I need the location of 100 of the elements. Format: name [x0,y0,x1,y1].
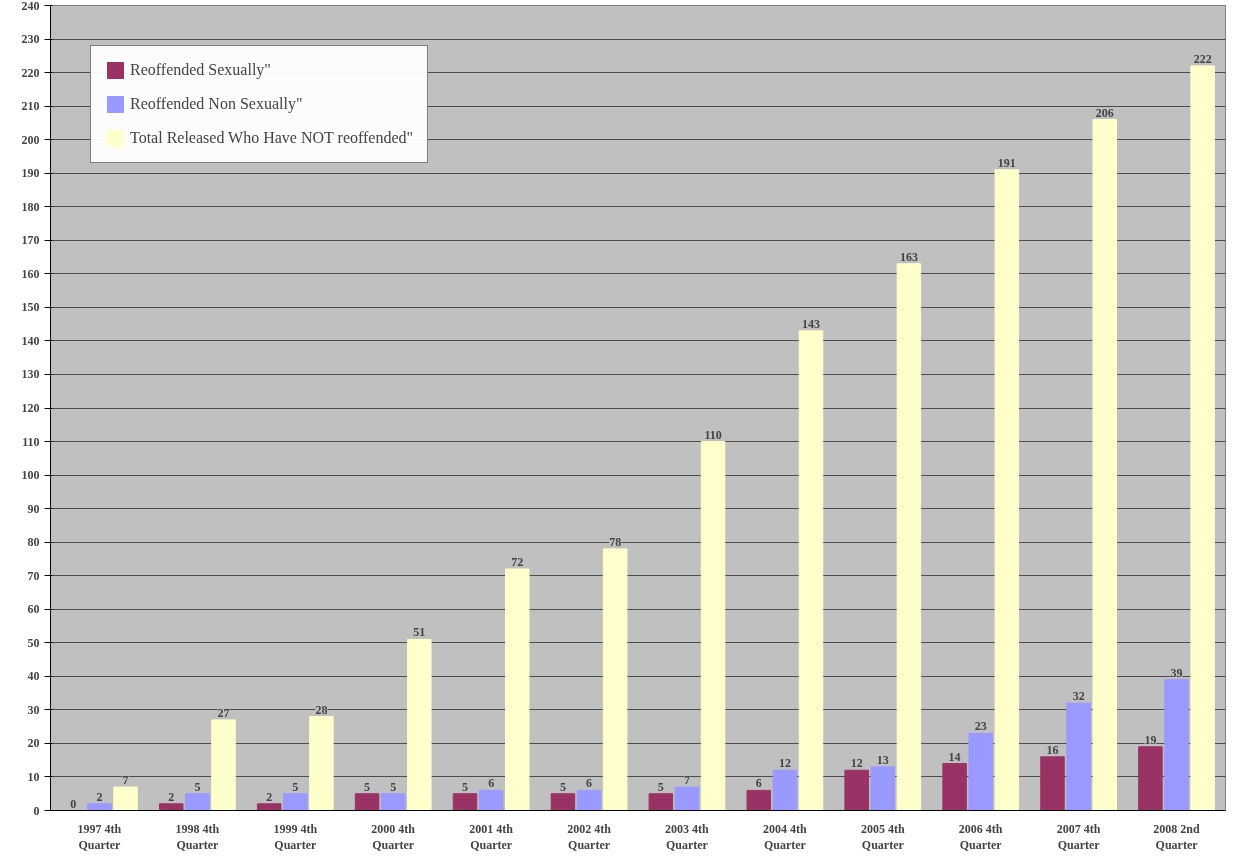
data-label: 0 [70,796,77,811]
y-tick-label: 230 [21,32,40,47]
bar [746,789,772,811]
data-label: 13 [876,752,889,767]
bar [159,803,184,811]
data-label: 191 [997,155,1016,170]
data-label: 12 [778,756,791,771]
legend-label: Total Released Who Have NOT reoffended" [130,129,414,147]
data-label: 72 [511,555,524,569]
y-tick-label: 10 [27,769,40,784]
y-tick-label: 60 [27,602,40,617]
bar [1164,679,1189,811]
bar [602,548,628,811]
data-label: 110 [704,427,722,442]
bar [674,786,700,811]
data-label: 5 [462,779,469,794]
x-tick-label: 2002 4th Quarter [567,821,612,853]
bar [478,789,504,811]
bar [648,793,674,811]
data-label: 23 [974,719,987,734]
y-tick-label: 240 [21,0,40,13]
bar [1138,746,1163,811]
x-tick-label: 1998 4th Quarter [175,821,220,853]
data-label: 51 [413,625,426,640]
x-tick-label: 1997 4th Quarter [77,821,122,853]
x-tick-label: 2006 4th Quarter [958,821,1003,853]
data-label: 163 [899,249,918,264]
x-tick-label: 2001 4th Quarter [469,821,514,853]
data-label: 5 [194,779,201,794]
y-tick-label: 160 [21,266,40,281]
y-tick-label: 180 [21,199,40,214]
data-label: 5 [657,779,664,794]
y-tick-label: 30 [27,702,40,717]
bar [550,793,576,811]
bar [185,793,210,811]
y-tick-label: 20 [27,736,40,751]
y-tick-label: 50 [27,635,40,650]
y-tick-label: 100 [21,468,40,483]
y-tick-label: 210 [21,99,40,114]
bar [968,732,993,811]
x-tick-label: 2003 4th Quarter [665,821,710,853]
x-tick-label: 2008 2nd Quarter [1153,821,1201,853]
data-label: 2 [96,789,103,804]
data-label: 5 [364,779,371,794]
bar [309,716,334,811]
x-tick-label: 2004 4th Quarter [763,821,808,853]
bar [576,789,602,811]
bar [380,793,406,811]
bar [700,441,726,811]
bar [452,793,478,811]
bar [844,769,869,811]
bar [772,769,798,811]
data-label: 32 [1072,689,1085,704]
data-label: 5 [390,779,397,794]
y-tick-label: 200 [21,132,40,147]
legend-label: Reoffended Non Sexually" [130,95,303,113]
legend-label: Reoffended Sexually" [130,61,271,79]
bar [256,803,282,811]
data-label: 143 [801,316,820,331]
x-tick-label: 2000 4th Quarter [371,821,416,853]
data-label: 19 [1144,732,1157,747]
y-tick-label: 0 [33,803,40,818]
data-label: 2 [266,789,273,804]
data-label: 5 [292,779,299,794]
x-tick-label: 2007 4th Quarter [1056,821,1101,853]
bar [87,803,112,811]
data-label: 6 [586,776,593,791]
bar [113,786,138,811]
data-label: 78 [609,534,622,549]
x-tick-label: 1999 4th Quarter [273,821,318,853]
x-tick-label: 2005 4th Quarter [860,821,905,853]
bar [354,793,380,811]
data-label: 12 [850,756,863,771]
y-tick-label: 150 [21,300,40,315]
bar [1092,119,1117,811]
bar [1040,756,1065,811]
data-label: 28 [315,702,328,717]
bar [942,763,967,811]
y-tick-label: 120 [21,401,40,415]
y-tick-label: 110 [22,434,40,449]
y-tick-label: 70 [27,568,40,583]
bar [1190,65,1215,811]
data-label: 39 [1170,665,1183,680]
bar [896,263,922,811]
y-tick-label: 130 [21,367,40,382]
data-label: 222 [1193,51,1212,66]
y-tick-label: 40 [27,669,40,684]
data-label: 2 [168,789,175,804]
data-label: 206 [1095,105,1114,120]
y-tick-label: 170 [21,233,40,248]
data-label: 5 [559,779,566,794]
data-label: 14 [948,749,961,764]
y-tick-label: 80 [27,535,40,550]
y-tick-label: 190 [21,166,40,181]
bar [504,568,530,811]
bar [283,793,308,811]
bar [1066,702,1091,811]
y-tick-label: 220 [21,65,40,80]
data-label: 7 [683,773,690,788]
bar [870,766,896,811]
